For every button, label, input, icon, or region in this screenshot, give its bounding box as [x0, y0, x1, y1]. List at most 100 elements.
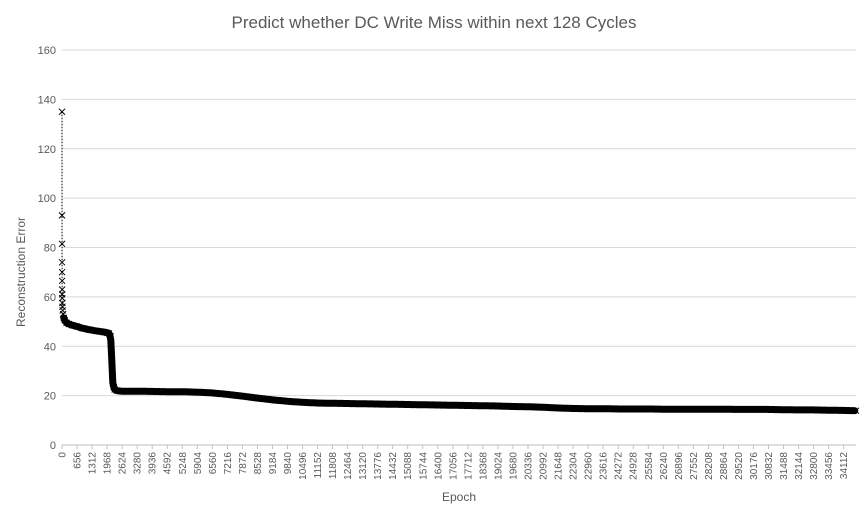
data-point — [193, 388, 201, 396]
data-point — [284, 397, 291, 405]
x-tick-label: 9184 — [268, 452, 279, 475]
series-error — [58, 108, 860, 415]
x-tick-label: 33456 — [824, 452, 835, 480]
x-tick-label: 31488 — [779, 452, 790, 480]
data-point — [825, 406, 832, 414]
x-tick-label: 14432 — [388, 452, 399, 480]
data-point — [840, 407, 848, 414]
y-axis-label: Reconstruction Error — [14, 217, 28, 327]
data-point — [629, 405, 637, 413]
x-tick-label: 27552 — [689, 452, 700, 480]
x-tick-label: 13120 — [358, 452, 369, 480]
data-point — [224, 391, 231, 398]
x-axis-ticks: 0 656 1312 1968 2624 3280 3936 4592 5248 5904 6560… — [58, 445, 850, 480]
x-tick-label: 3936 — [148, 452, 159, 475]
data-point — [299, 398, 306, 406]
x-tick-label: 16400 — [433, 452, 444, 480]
data-point — [58, 286, 66, 293]
data-point — [780, 406, 787, 414]
y-tick-label: 0 — [50, 440, 56, 452]
x-tick-label: 11808 — [328, 452, 339, 480]
x-tick-label: 7216 — [223, 452, 234, 475]
data-point — [58, 108, 66, 116]
data-point — [344, 400, 351, 407]
data-point — [554, 404, 562, 412]
data-point — [58, 277, 66, 285]
data-point — [107, 333, 114, 340]
data-point — [118, 387, 126, 395]
x-tick-label: 28208 — [704, 452, 715, 480]
x-tick-label: 5904 — [193, 452, 204, 475]
x-tick-label: 8528 — [253, 452, 264, 475]
series-dense-band — [60, 314, 859, 415]
data-point — [239, 392, 246, 400]
data-point — [389, 400, 397, 408]
x-tick-label: 17712 — [463, 452, 474, 480]
data-point — [208, 389, 216, 397]
x-tick-label: 30176 — [749, 452, 760, 480]
data-point — [58, 268, 66, 276]
data-point — [795, 406, 802, 414]
x-tick-label: 25584 — [644, 452, 655, 480]
data-point — [705, 405, 712, 413]
data-point — [689, 405, 697, 413]
data-point — [58, 294, 66, 302]
data-point — [109, 372, 116, 380]
x-tick-label: 24928 — [629, 452, 640, 480]
data-point — [163, 388, 171, 396]
x-tick-label: 1968 — [103, 452, 114, 475]
data-point — [93, 327, 100, 335]
x-tick-label: 26896 — [674, 452, 685, 480]
x-tick-label: 3280 — [133, 452, 144, 475]
x-tick-label: 22304 — [569, 452, 580, 480]
x-tick-label: 19024 — [493, 452, 504, 480]
data-point — [434, 401, 442, 409]
series-line — [61, 111, 857, 412]
x-tick-label: 32144 — [794, 452, 805, 480]
x-tick-label: 5248 — [178, 452, 189, 475]
data-point — [419, 401, 427, 409]
y-tick-label: 100 — [38, 193, 56, 205]
x-tick-label: 2624 — [118, 452, 129, 475]
data-point — [644, 405, 652, 413]
data-point — [107, 342, 115, 350]
x-tick-label: 6560 — [208, 452, 219, 475]
x-tick-label: 29520 — [734, 452, 745, 480]
data-point — [133, 387, 141, 395]
y-tick-label: 140 — [38, 94, 56, 106]
y-tick-label: 160 — [38, 45, 56, 57]
data-point — [108, 360, 116, 367]
x-tick-label: 18368 — [478, 452, 489, 480]
data-point — [765, 406, 772, 413]
data-point — [524, 403, 532, 411]
x-tick-label: 9840 — [283, 452, 294, 475]
x-tick-label: 656 — [73, 452, 84, 469]
x-tick-label: 20992 — [539, 452, 550, 480]
x-tick-label: 10496 — [298, 452, 309, 480]
data-point — [359, 400, 366, 408]
data-point — [58, 240, 66, 248]
x-tick-label: 23616 — [599, 452, 610, 480]
data-point — [329, 399, 336, 407]
y-tick-label: 20 — [44, 391, 56, 403]
y-tick-label: 120 — [38, 144, 56, 156]
data-point — [374, 400, 382, 408]
y-axis-ticks: 0 20 40 60 80 100 120 140 160 — [38, 45, 56, 452]
x-tick-label: 11152 — [313, 452, 324, 479]
data-point — [720, 405, 727, 413]
data-point — [674, 405, 682, 413]
data-point — [852, 407, 860, 415]
data-point — [479, 402, 487, 410]
data-point — [494, 402, 502, 410]
x-tick-label: 7872 — [238, 452, 249, 475]
x-tick-label: 17056 — [448, 452, 459, 480]
data-point — [86, 326, 93, 334]
data-point — [810, 406, 817, 414]
x-tick-label: 28864 — [719, 452, 730, 480]
data-point — [79, 324, 86, 332]
data-point — [584, 405, 592, 413]
data-point — [750, 406, 757, 413]
data-point — [314, 399, 321, 407]
x-tick-label: 24272 — [614, 452, 625, 480]
x-tick-label: 22960 — [584, 452, 595, 480]
